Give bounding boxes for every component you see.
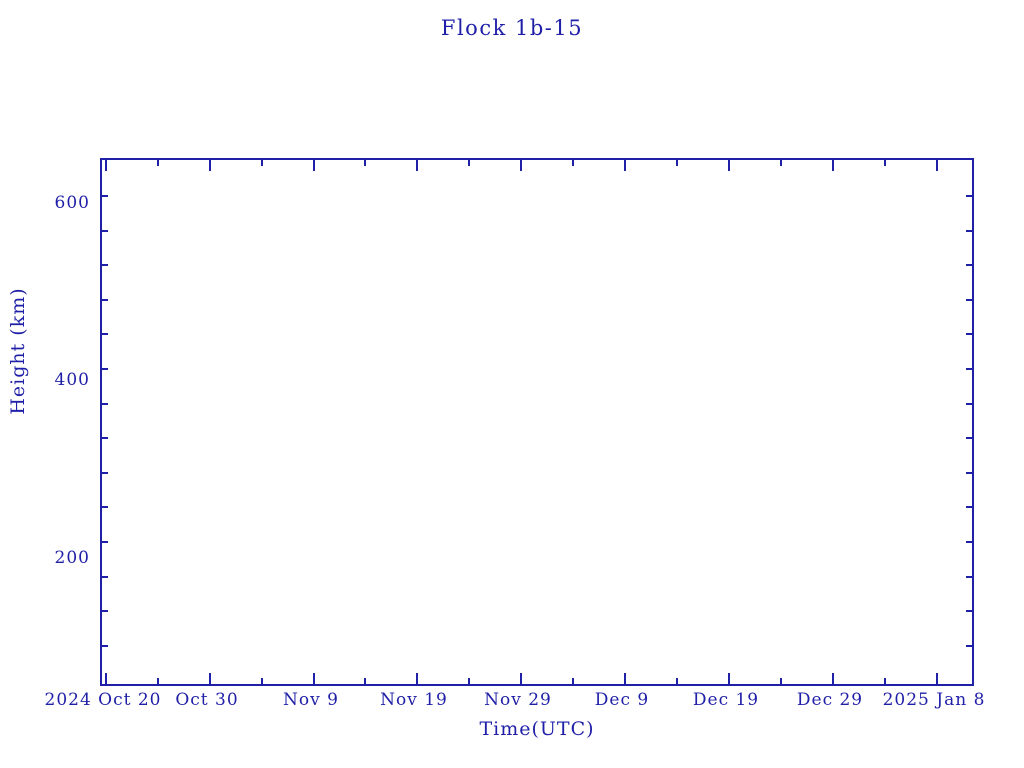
y-minor-tick-left-10 — [102, 541, 108, 543]
y-minor-tick-left-3 — [102, 298, 108, 301]
x-minor-tick-top-1 — [261, 160, 263, 166]
y-minor-tick-left-13 — [102, 644, 108, 647]
x-major-tick-top-1 — [209, 160, 211, 171]
x-minor-tick-top-2 — [364, 160, 366, 166]
y-minor-tick-right-7 — [966, 437, 972, 440]
x-major-tick-top-6 — [728, 160, 730, 171]
x-tick-label-0: 2024 Oct 20 — [44, 690, 162, 710]
y-minor-tick-right-3 — [966, 298, 972, 301]
x-minor-tick-bottom-6 — [780, 678, 782, 684]
x-minor-tick-bottom-3 — [468, 678, 470, 684]
x-major-tick-bottom-6 — [728, 673, 730, 684]
x-major-tick-bottom-5 — [624, 673, 626, 684]
y-minor-tick-left-1 — [102, 229, 108, 232]
y-minor-tick-left-12 — [102, 610, 108, 613]
y-minor-tick-right-4 — [966, 333, 972, 336]
y-minor-tick-right-9 — [966, 506, 972, 509]
x-minor-tick-bottom-0 — [157, 678, 159, 684]
x-major-tick-bottom-4 — [520, 673, 522, 684]
plot-data-area — [102, 160, 972, 684]
x-major-tick-bottom-1 — [209, 673, 211, 684]
x-tick-label-2: Nov 9 — [283, 690, 339, 710]
y-minor-tick-right-13 — [966, 644, 972, 647]
y-minor-tick-right-10 — [966, 541, 972, 543]
x-tick-label-3: Nov 19 — [380, 690, 448, 710]
x-major-tick-top-4 — [520, 160, 522, 171]
x-major-tick-top-3 — [416, 160, 418, 171]
y-minor-tick-right-2 — [966, 264, 972, 267]
y-minor-tick-left-4 — [102, 333, 108, 336]
y-minor-tick-left-9 — [102, 506, 108, 509]
y-minor-tick-right-1 — [966, 229, 972, 232]
x-minor-tick-top-0 — [157, 160, 159, 166]
y-minor-tick-left-2 — [102, 264, 108, 267]
y-minor-tick-left-11 — [102, 575, 108, 578]
x-minor-tick-bottom-5 — [676, 678, 678, 684]
x-major-tick-bottom-7 — [832, 673, 834, 684]
x-minor-tick-top-4 — [572, 160, 574, 166]
y-tick-label-600: 600 — [54, 193, 90, 213]
x-major-tick-bottom-3 — [416, 673, 418, 684]
x-tick-label-5: Dec 9 — [594, 690, 650, 710]
x-tick-label-6: Dec 19 — [692, 690, 760, 710]
x-minor-tick-bottom-7 — [884, 678, 886, 684]
x-minor-tick-bottom-1 — [261, 678, 263, 684]
y-tick-label-400: 400 — [54, 370, 90, 390]
x-major-tick-top-7 — [832, 160, 834, 171]
y-minor-tick-right-6 — [966, 402, 972, 405]
y-tick-label-200: 200 — [54, 548, 90, 568]
x-major-tick-bottom-2 — [313, 673, 315, 684]
y-minor-tick-left-7 — [102, 437, 108, 440]
y-minor-tick-left-6 — [102, 402, 108, 405]
x-tick-label-8: 2025 Jan 8 — [882, 690, 986, 710]
x-major-tick-bottom-8 — [936, 673, 938, 684]
chart-title: Flock 1b-15 — [440, 16, 584, 40]
x-minor-tick-top-7 — [884, 160, 886, 166]
y-minor-tick-right-8 — [966, 471, 972, 474]
x-major-tick-top-2 — [313, 160, 315, 171]
x-axis-tick-labels: 2024 Oct 20 Oct 30 Nov 9 Nov 19 Nov 29 Dec 9 D… — [0, 690, 1024, 714]
x-tick-label-1: Oct 30 — [175, 690, 239, 710]
y-minor-tick-right-11 — [966, 575, 972, 578]
y-minor-tick-right-12 — [966, 610, 972, 613]
x-major-tick-top-0 — [105, 160, 107, 171]
x-tick-label-7: Dec 29 — [796, 690, 864, 710]
x-minor-tick-bottom-2 — [364, 678, 366, 684]
x-minor-tick-top-6 — [780, 160, 782, 166]
y-minor-tick-right-5 — [966, 368, 972, 370]
x-axis-title: Time(UTC) — [479, 718, 595, 740]
x-tick-label-4: Nov 29 — [484, 690, 552, 710]
y-minor-tick-left-0 — [102, 195, 108, 197]
y-minor-tick-left-8 — [102, 471, 108, 474]
y-axis-tick-labels: 200 400 600 — [0, 158, 90, 686]
x-minor-tick-top-3 — [468, 160, 470, 166]
x-major-tick-bottom-0 — [105, 673, 107, 684]
y-axis-title: Height (km) — [7, 287, 29, 415]
y-minor-tick-left-5 — [102, 368, 108, 370]
y-minor-tick-right-0 — [966, 195, 972, 197]
x-minor-tick-bottom-4 — [572, 678, 574, 684]
x-major-tick-top-8 — [936, 160, 938, 171]
plot-frame — [100, 158, 974, 686]
x-major-tick-top-5 — [624, 160, 626, 171]
x-minor-tick-top-5 — [676, 160, 678, 166]
